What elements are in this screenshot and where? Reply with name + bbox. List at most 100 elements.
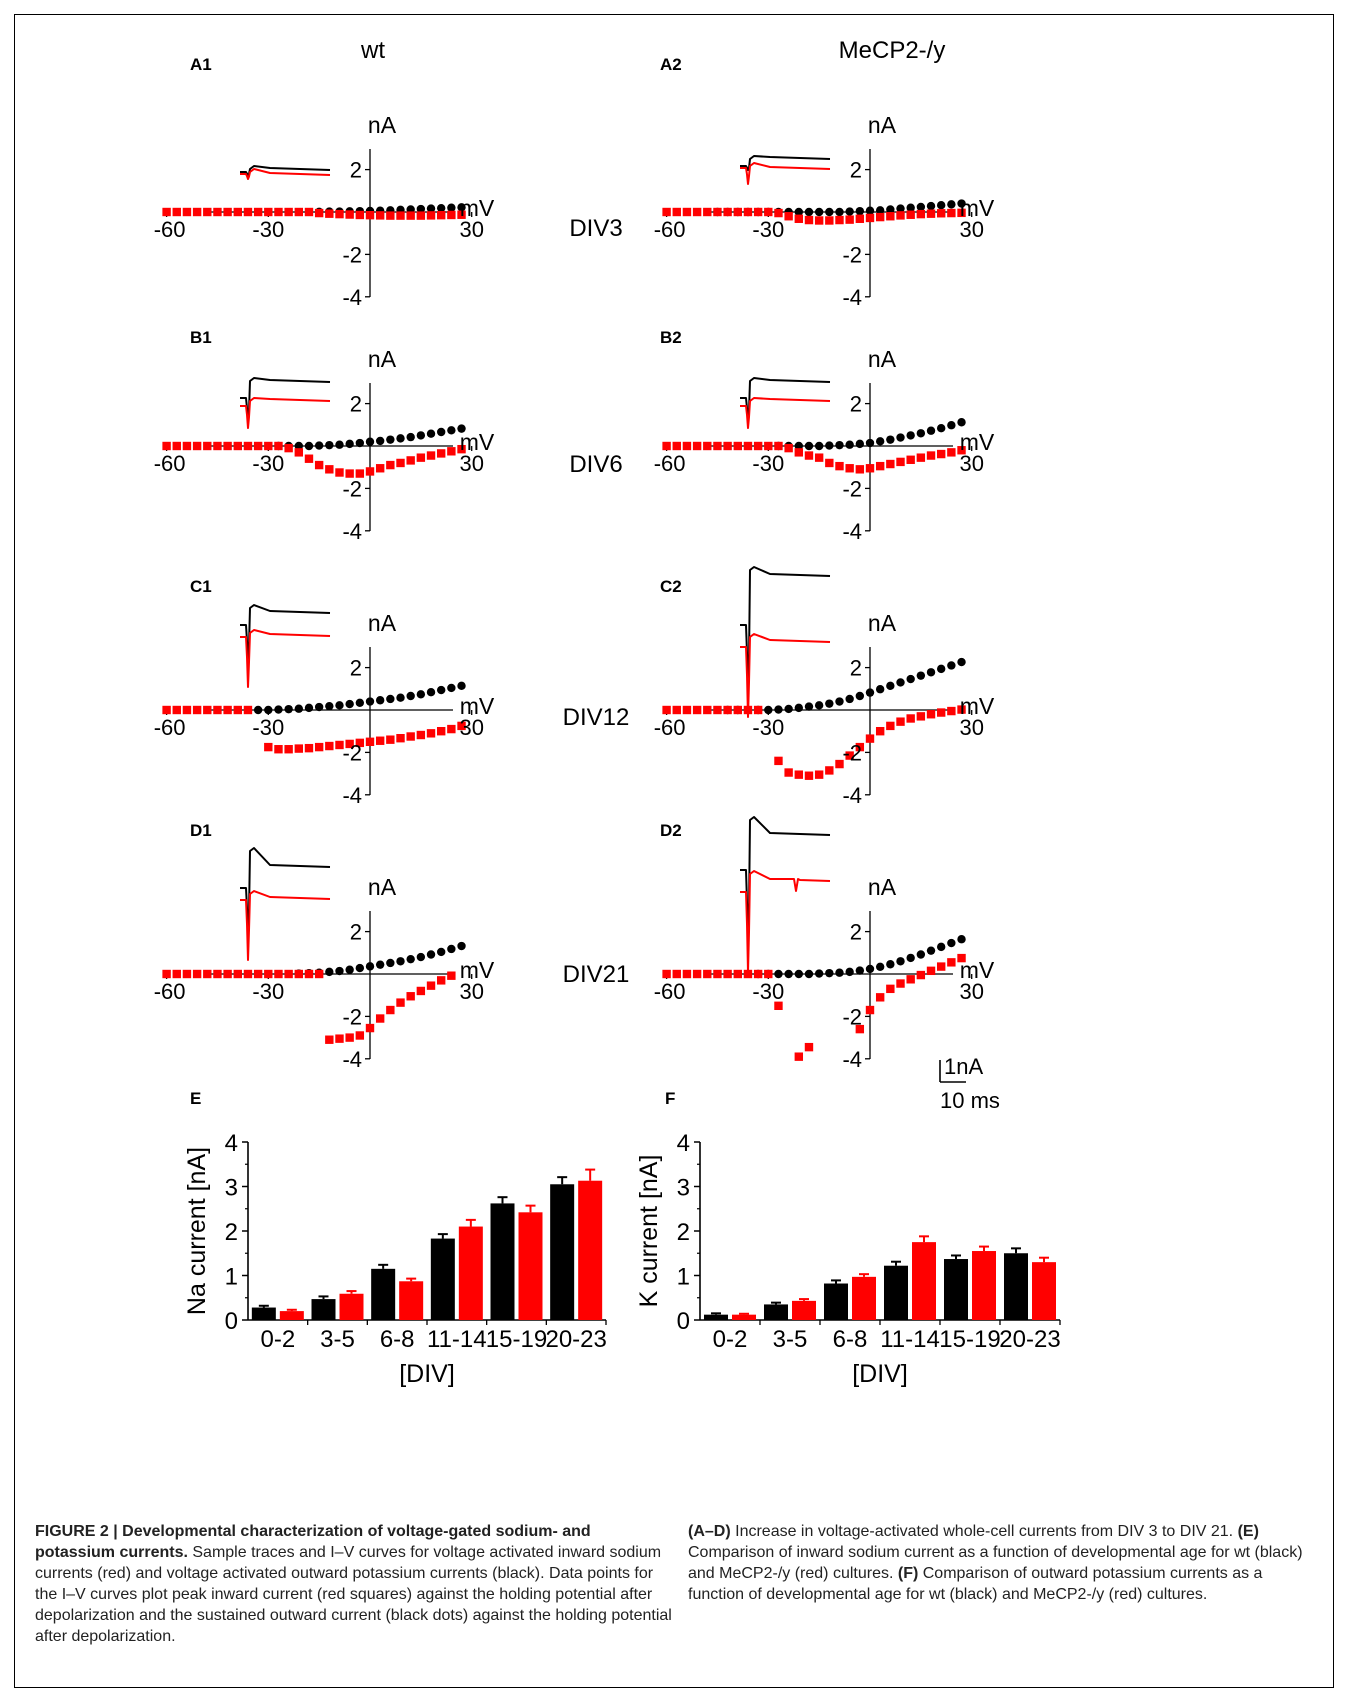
- iv-point-black: [814, 969, 824, 978]
- iv-point-red: [703, 441, 712, 451]
- iv-point-black: [365, 962, 375, 971]
- iv-point-red: [947, 706, 956, 716]
- iv-point-black: [835, 697, 844, 706]
- iv-point-red: [875, 212, 885, 222]
- iv-point-red: [753, 441, 763, 451]
- iv-x-tick-label: -30: [252, 979, 284, 1004]
- iv-point-red: [672, 705, 681, 715]
- bar-mecp2: [912, 1242, 936, 1320]
- iv-point-red: [426, 211, 436, 220]
- iv-x-tick-label: -60: [154, 979, 186, 1004]
- iv-point-red: [743, 207, 753, 217]
- caption-tag-e: (E): [1237, 1523, 1259, 1540]
- iv-point-black: [865, 688, 875, 697]
- iv-point-black: [325, 967, 334, 977]
- bar-category-label: 6-8: [380, 1326, 415, 1353]
- iv-x-tick-label: -30: [752, 217, 784, 242]
- iv-point-red: [457, 721, 466, 731]
- iv-point-red: [345, 469, 354, 478]
- iv-point-red: [416, 986, 426, 996]
- iv-point-red: [335, 1034, 344, 1043]
- iv-point-black: [947, 938, 956, 948]
- iv-point-red: [713, 705, 722, 715]
- bar-y-tick-label: 2: [225, 1219, 238, 1246]
- iv-point-red: [682, 441, 692, 451]
- iv-point-black: [875, 437, 885, 446]
- iv-point-red: [886, 459, 895, 469]
- iv-point-black: [406, 954, 415, 964]
- iv-point-red: [375, 736, 385, 745]
- iv-y-tick-label: -2: [342, 242, 362, 267]
- div-label-div21: DIV21: [563, 961, 630, 988]
- iv-point-red: [845, 215, 854, 224]
- iv-y-tick-label: -2: [342, 1004, 362, 1029]
- iv-point-red: [243, 207, 253, 217]
- iv-y-tick-label: -4: [842, 519, 862, 544]
- iv-point-black: [436, 427, 446, 437]
- iv-point-black: [325, 440, 334, 450]
- iv-point-black: [264, 705, 273, 715]
- iv-point-red: [243, 441, 253, 451]
- iv-point-red: [692, 705, 702, 715]
- iv-point-red: [345, 1033, 354, 1042]
- iv-point-black: [304, 441, 314, 451]
- iv-point-black: [926, 668, 936, 677]
- iv-x-tick-label: -60: [654, 451, 686, 476]
- iv-point-red: [233, 207, 242, 217]
- iv-point-black: [764, 705, 773, 715]
- caption-body-1: Sample traces and I–V curves for voltage…: [35, 1544, 672, 1645]
- iv-plot-c1: [162, 647, 473, 796]
- bar-mecp2: [458, 1226, 483, 1320]
- iv-point-red: [325, 1035, 334, 1044]
- iv-point-black: [804, 441, 814, 451]
- trace-black-c1: [240, 604, 331, 666]
- iv-x-tick-label: 30: [459, 715, 483, 740]
- bar-category-label: 6-8: [833, 1326, 868, 1353]
- iv-point-black: [436, 947, 446, 957]
- iv-point-red: [926, 451, 936, 460]
- iv-point-black: [794, 969, 804, 979]
- iv-point-red: [426, 729, 436, 738]
- iv-point-red: [936, 708, 946, 717]
- iv-point-black: [406, 691, 415, 701]
- iv-x-tick-label: 30: [959, 715, 983, 740]
- iv-point-black: [375, 436, 385, 446]
- iv-x-tick-label: 30: [959, 451, 983, 476]
- iv-point-black: [784, 969, 793, 979]
- iv-point-red: [753, 969, 763, 979]
- iv-point-red: [325, 209, 334, 218]
- iv-point-red: [182, 705, 192, 715]
- bar-x-axis-title: [DIV]: [852, 1360, 908, 1388]
- bar-mecp2: [1032, 1262, 1056, 1320]
- iv-point-red: [223, 705, 232, 715]
- iv-point-black: [814, 701, 824, 710]
- iv-point-red: [947, 448, 956, 457]
- iv-point-red: [457, 210, 466, 219]
- bar-category-label: 15-19: [939, 1326, 1000, 1353]
- iv-plot-d2: [662, 911, 973, 1061]
- iv-y-tick-label: -2: [342, 476, 362, 501]
- iv-point-red: [916, 970, 926, 980]
- iv-point-red: [835, 215, 844, 225]
- iv-x-unit: mV: [960, 957, 995, 983]
- iv-point-red: [447, 447, 456, 456]
- iv-y-tick-label: 2: [850, 158, 862, 183]
- bar-category-label: 20-23: [545, 1326, 606, 1353]
- iv-x-tick-label: 30: [459, 451, 483, 476]
- iv-point-red: [406, 456, 415, 465]
- iv-point-black: [457, 941, 466, 951]
- iv-point-black: [825, 441, 834, 450]
- iv-point-red: [365, 1023, 375, 1033]
- iv-y-tick-label: -2: [842, 476, 862, 501]
- iv-point-red: [784, 443, 793, 453]
- iv-point-black: [284, 704, 293, 714]
- iv-point-red: [774, 208, 783, 218]
- iv-point-red: [162, 441, 171, 451]
- bar-mecp2: [518, 1212, 543, 1320]
- iv-point-red: [406, 992, 415, 1001]
- iv-point-black: [355, 963, 365, 973]
- iv-x-tick-label: 30: [959, 217, 983, 242]
- iv-point-black: [957, 657, 966, 667]
- iv-point-red: [162, 207, 171, 217]
- iv-x-tick-label: -30: [252, 715, 284, 740]
